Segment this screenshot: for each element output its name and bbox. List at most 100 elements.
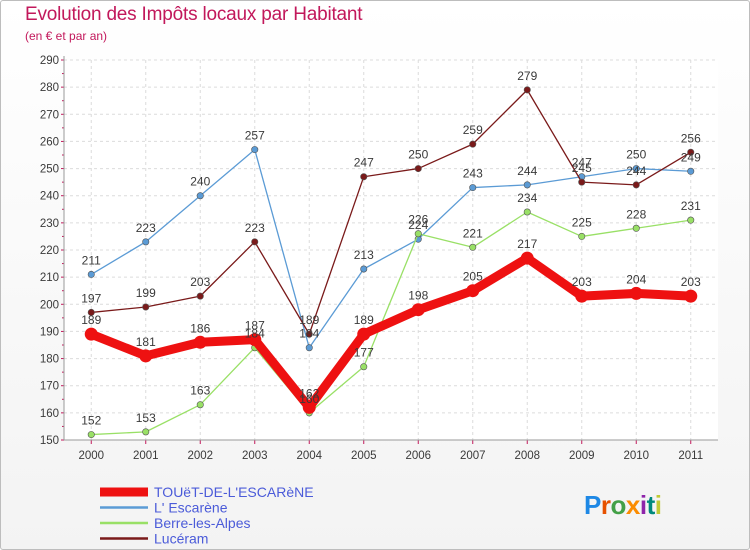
data-label: 189: [354, 313, 374, 327]
data-point: [523, 86, 531, 94]
data-point: [196, 192, 204, 200]
y-tick-label: 170: [40, 381, 59, 393]
data-label: 162: [299, 386, 319, 400]
data-label: 223: [136, 221, 156, 235]
data-label: 163: [190, 384, 210, 398]
data-point: [523, 181, 531, 189]
logo-letter: x: [625, 490, 640, 520]
data-label: 177: [354, 346, 374, 360]
series-line: [90, 148, 692, 349]
data-label: 184: [299, 327, 319, 341]
x-tick-label: 2001: [133, 450, 159, 462]
data-label: 189: [299, 313, 319, 327]
data-label: 152: [81, 414, 101, 428]
y-tick-label: 150: [40, 435, 59, 447]
data-label: 153: [136, 411, 156, 425]
data-point: [305, 344, 313, 352]
data-label: 205: [463, 270, 483, 284]
data-point: [414, 165, 422, 173]
data-label: 259: [463, 123, 483, 137]
data-point: [84, 327, 98, 341]
legend-label: TOUëT-DE-L'ESCARèNE: [154, 484, 314, 500]
data-label: 250: [626, 148, 646, 162]
data-point: [466, 284, 480, 298]
chart-subtitle: (en € et par an): [25, 29, 108, 43]
data-labels: 189 181 186 187 162 189 198 205 217 203 204 203 211 2…: [81, 69, 701, 428]
legend-label: Berre-les-Alpes: [154, 515, 250, 531]
data-label: 199: [136, 286, 156, 300]
data-point: [139, 349, 153, 363]
data-point: [578, 178, 586, 186]
data-label: 189: [81, 313, 101, 327]
data-label: 228: [626, 207, 646, 221]
logo-letter: r: [600, 490, 611, 520]
data-point: [142, 238, 150, 246]
y-tick-label: 280: [40, 82, 59, 94]
data-label: 244: [626, 164, 646, 178]
logo-letter: t: [646, 490, 656, 520]
data-point: [142, 428, 150, 436]
data-point: [469, 184, 477, 192]
data-label: 256: [681, 131, 701, 145]
data-point: [360, 363, 368, 371]
data-label: 181: [136, 335, 156, 349]
data-point: [414, 230, 422, 238]
y-tick-label: 160: [40, 408, 59, 420]
data-point: [193, 335, 207, 349]
legend-label: L' Escarène: [154, 500, 228, 516]
axes: [61, 56, 718, 444]
x-tick-label: 2005: [351, 450, 377, 462]
data-label: 224: [408, 218, 428, 232]
data-label: 160: [299, 392, 319, 406]
data-label: 245: [572, 161, 592, 175]
y-tick-label: 270: [40, 109, 59, 121]
series-lines: [84, 86, 698, 439]
data-label: 226: [408, 213, 428, 227]
data-point: [357, 327, 371, 341]
data-label: 197: [81, 291, 101, 305]
data-label: 250: [408, 148, 428, 162]
data-label: 203: [572, 275, 592, 289]
data-point: [142, 303, 150, 311]
data-point: [520, 251, 534, 265]
data-point: [87, 308, 95, 316]
data-point: [687, 216, 695, 224]
data-label: 257: [245, 129, 265, 143]
grid-lines: [64, 59, 718, 441]
data-point: [687, 148, 695, 156]
data-label: 204: [626, 272, 646, 286]
data-label: 249: [681, 150, 701, 164]
logo-letter: P: [584, 490, 601, 520]
y-tick-label: 180: [40, 354, 59, 366]
data-point: [632, 181, 640, 189]
data-point: [575, 289, 589, 303]
data-label: 221: [463, 226, 483, 240]
data-point: [302, 400, 316, 414]
data-point: [578, 232, 586, 240]
data-label: 247: [354, 156, 374, 170]
x-tick-label: 2011: [678, 450, 703, 462]
data-label: 225: [572, 215, 592, 229]
data-point: [87, 270, 95, 278]
logo-letter: o: [610, 490, 626, 520]
series-line: [90, 211, 692, 436]
data-label: 247: [572, 156, 592, 170]
x-tick-label: 2000: [78, 450, 104, 462]
data-label: 234: [517, 191, 537, 205]
data-point: [469, 243, 477, 251]
data-label: 203: [190, 275, 210, 289]
data-label: 213: [354, 248, 374, 262]
data-label: 243: [463, 167, 483, 181]
y-axis-ticks: 150 160 170 180 190 200 210 220 230 240 250 260 270 2…: [40, 55, 59, 447]
data-point: [523, 208, 531, 216]
data-point: [360, 265, 368, 273]
y-tick-label: 240: [40, 191, 59, 203]
data-label: 223: [245, 221, 265, 235]
data-label: 231: [681, 199, 701, 213]
chart-title: Evolution des Impôts locaux par Habitant: [25, 4, 363, 25]
data-point: [248, 333, 262, 347]
x-axis-ticks: 2000 2001 2002 2003 2004 2005 2006 2007 2008 2009…: [78, 450, 703, 462]
data-point: [629, 286, 643, 300]
y-tick-label: 230: [40, 218, 59, 230]
x-tick-label: 2007: [460, 450, 486, 462]
